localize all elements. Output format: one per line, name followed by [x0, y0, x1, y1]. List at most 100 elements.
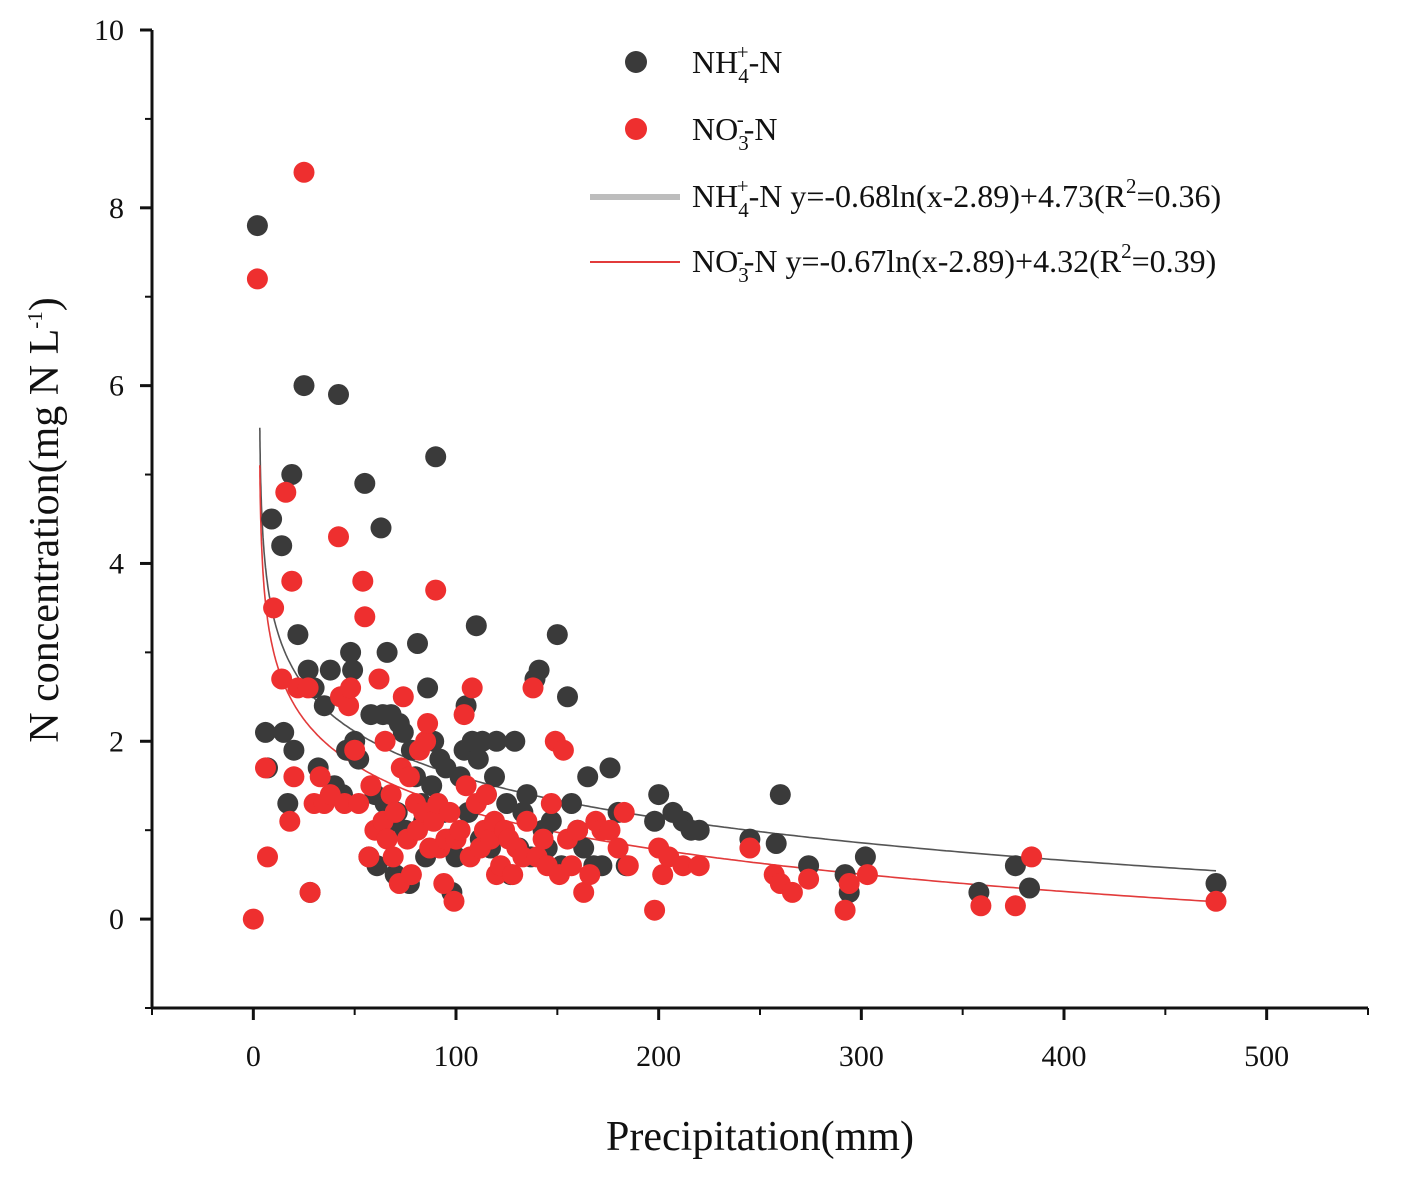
no3-point — [838, 873, 860, 894]
no3-point — [400, 864, 422, 886]
no3-point — [338, 695, 360, 717]
nh4-point — [688, 819, 710, 841]
axes — [150, 30, 1368, 1010]
nh4-point — [516, 784, 538, 806]
x-tick-label: 500 — [1244, 1040, 1289, 1073]
no3-point — [672, 855, 694, 877]
no3-point — [567, 819, 589, 841]
no3-point — [297, 677, 319, 699]
no3-point — [688, 855, 710, 877]
no3-point — [368, 668, 390, 690]
no3-point — [970, 895, 992, 917]
nh4-point — [1019, 877, 1040, 899]
no3-point — [516, 810, 538, 832]
no3-point — [443, 890, 465, 912]
nh4-point — [283, 739, 305, 761]
no3-point — [644, 899, 666, 921]
nh4-point — [425, 446, 447, 468]
no3-point — [449, 819, 471, 841]
no3-point — [739, 837, 761, 859]
no3-point — [309, 766, 331, 788]
no3-point — [475, 784, 497, 806]
no3-point — [398, 766, 420, 788]
no3-point — [1205, 890, 1227, 912]
legend-no3-label: NO3--N — [692, 107, 777, 155]
nh4-point — [370, 517, 392, 539]
y-tick-label: 8 — [109, 192, 124, 225]
no3-point — [781, 881, 803, 903]
no3-point — [392, 686, 414, 708]
nh4-point — [528, 659, 550, 681]
nh4-point — [854, 846, 876, 868]
nh4-point — [376, 641, 398, 663]
no3-point — [360, 775, 382, 797]
no3-point — [344, 739, 366, 761]
y-tick-label: 4 — [109, 547, 124, 580]
x-tick-label: 200 — [636, 1040, 681, 1073]
no3-point — [299, 881, 321, 903]
nh4-point — [465, 615, 487, 637]
no3-point — [502, 864, 524, 886]
no3-point — [283, 766, 305, 788]
no3-point — [257, 846, 278, 868]
ticks: 0 100 200 300 400 500 0 2 4 6 8 10 — [94, 14, 1369, 1073]
no3-point — [617, 855, 639, 877]
no3-point — [275, 481, 297, 503]
no3-point — [246, 268, 268, 290]
no3-point — [271, 668, 293, 690]
y-axis-title: N concentration(mg N L-1) — [22, 297, 68, 743]
nh4-point — [546, 624, 568, 646]
no3-point — [354, 606, 376, 628]
no3-point — [532, 828, 554, 850]
nh4-point — [319, 659, 341, 681]
nh4-point — [1205, 873, 1227, 894]
y-tick-label: 10 — [94, 14, 124, 47]
nh4-point — [255, 721, 276, 743]
legend-nh4-fit-label: NH4+-N y=-0.68ln(x-2.89)+4.73(R2=0.36) — [692, 174, 1221, 222]
nh4-point — [648, 784, 670, 806]
nh4-point — [557, 686, 578, 708]
nh4-point — [407, 633, 428, 654]
no3-point — [263, 597, 285, 619]
no3-point — [561, 855, 582, 877]
no3-point — [540, 793, 562, 814]
nh4-point — [261, 508, 283, 530]
nh4-point — [573, 837, 595, 859]
no3-point — [579, 864, 601, 886]
nh4-point — [577, 766, 599, 788]
no3-point — [242, 908, 264, 930]
nh4-point — [561, 793, 582, 814]
nh4-point — [342, 659, 364, 681]
nh4-point — [340, 641, 362, 663]
no3-point — [552, 739, 574, 761]
nh4-point — [765, 833, 787, 854]
no3-point — [281, 570, 303, 592]
data-points — [242, 161, 1227, 930]
no3-point — [425, 579, 447, 601]
no3-point — [352, 570, 374, 592]
no3-point — [522, 677, 544, 699]
no3-point — [455, 775, 477, 797]
nh4-point — [277, 793, 299, 814]
no3-point — [834, 899, 856, 921]
nh4-point — [313, 695, 335, 717]
nh4-point — [273, 721, 295, 743]
nh4-point — [287, 624, 309, 646]
nh4-point — [417, 677, 439, 699]
y-tick-label: 6 — [109, 370, 124, 403]
no3-point — [348, 793, 370, 814]
nh4-point — [293, 375, 315, 397]
no3-point — [384, 801, 406, 823]
no3-point — [453, 704, 475, 726]
no3-point — [376, 828, 398, 850]
nh4-point — [392, 721, 414, 743]
no3-point — [417, 713, 439, 734]
nh4-point — [271, 535, 293, 557]
no3-point — [293, 161, 315, 183]
y-tick-label: 2 — [109, 725, 124, 758]
nh4-point — [297, 659, 319, 681]
no3-point — [255, 757, 276, 779]
nh4-point — [484, 766, 505, 788]
no3-point — [599, 819, 621, 841]
